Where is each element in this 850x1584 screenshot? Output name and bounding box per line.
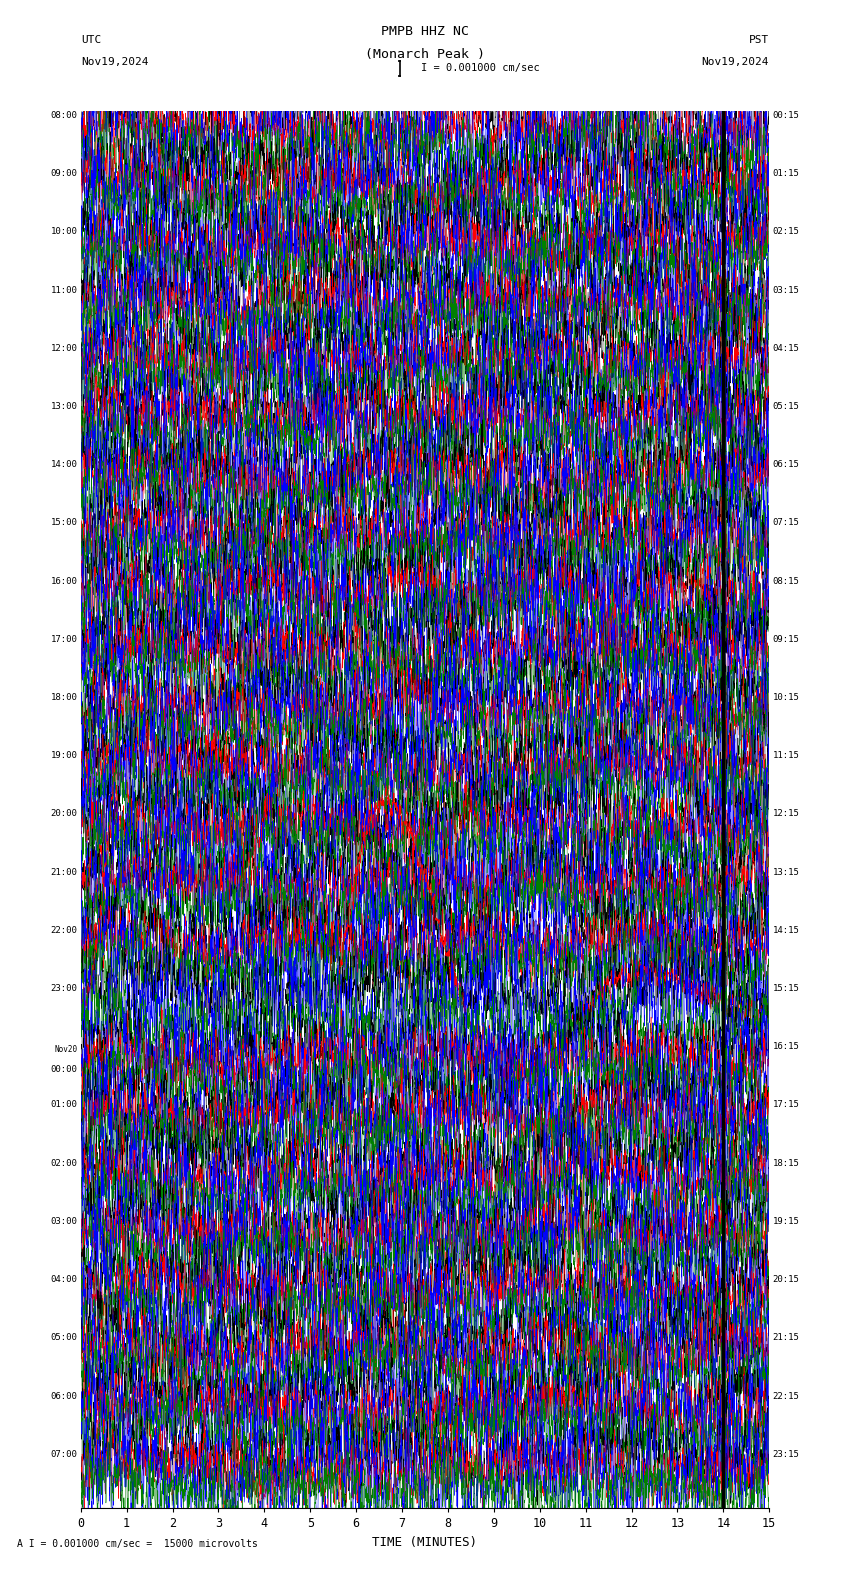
Text: 19:00: 19:00 [50, 751, 77, 760]
Text: 12:00: 12:00 [50, 344, 77, 353]
Text: 15:15: 15:15 [773, 984, 800, 993]
Text: 08:00: 08:00 [50, 111, 77, 120]
Text: 22:00: 22:00 [50, 925, 77, 935]
Text: 06:00: 06:00 [50, 1391, 77, 1400]
Text: Nov20: Nov20 [54, 1045, 77, 1053]
Text: 00:15: 00:15 [773, 111, 800, 120]
Text: 14:15: 14:15 [773, 925, 800, 935]
Text: 18:15: 18:15 [773, 1159, 800, 1167]
Text: 14:00: 14:00 [50, 459, 77, 469]
Text: 08:15: 08:15 [773, 577, 800, 586]
Text: 21:00: 21:00 [50, 868, 77, 876]
Text: 20:00: 20:00 [50, 809, 77, 819]
Text: 05:15: 05:15 [773, 402, 800, 410]
Text: Nov19,2024: Nov19,2024 [702, 57, 769, 67]
Text: 02:15: 02:15 [773, 227, 800, 236]
Text: 15:00: 15:00 [50, 518, 77, 527]
Text: PMPB HHZ NC: PMPB HHZ NC [381, 25, 469, 38]
Text: 02:00: 02:00 [50, 1159, 77, 1167]
Text: 11:00: 11:00 [50, 285, 77, 295]
Text: 09:15: 09:15 [773, 635, 800, 643]
Text: 05:00: 05:00 [50, 1334, 77, 1342]
Text: 09:00: 09:00 [50, 169, 77, 177]
Text: 16:00: 16:00 [50, 577, 77, 586]
Text: 20:15: 20:15 [773, 1275, 800, 1285]
Text: 04:00: 04:00 [50, 1275, 77, 1285]
Text: 16:15: 16:15 [773, 1042, 800, 1052]
Text: 03:15: 03:15 [773, 285, 800, 295]
Text: 19:15: 19:15 [773, 1217, 800, 1226]
Text: 07:00: 07:00 [50, 1449, 77, 1459]
Text: I = 0.001000 cm/sec: I = 0.001000 cm/sec [421, 63, 540, 73]
Text: 03:00: 03:00 [50, 1217, 77, 1226]
Text: 23:00: 23:00 [50, 984, 77, 993]
X-axis label: TIME (MINUTES): TIME (MINUTES) [372, 1535, 478, 1549]
Text: 18:00: 18:00 [50, 692, 77, 702]
Text: 07:15: 07:15 [773, 518, 800, 527]
Text: 21:15: 21:15 [773, 1334, 800, 1342]
Text: 17:00: 17:00 [50, 635, 77, 643]
Text: 23:15: 23:15 [773, 1449, 800, 1459]
Text: Nov19,2024: Nov19,2024 [81, 57, 148, 67]
Text: 12:15: 12:15 [773, 809, 800, 819]
Text: 17:15: 17:15 [773, 1101, 800, 1109]
Text: 11:15: 11:15 [773, 751, 800, 760]
Text: 04:15: 04:15 [773, 344, 800, 353]
Text: 01:00: 01:00 [50, 1101, 77, 1109]
Text: 10:15: 10:15 [773, 692, 800, 702]
Text: 00:00: 00:00 [50, 1066, 77, 1074]
Text: 06:15: 06:15 [773, 459, 800, 469]
Text: 01:15: 01:15 [773, 169, 800, 177]
Text: PST: PST [749, 35, 769, 44]
Text: A I = 0.001000 cm/sec =  15000 microvolts: A I = 0.001000 cm/sec = 15000 microvolts [17, 1540, 258, 1549]
Text: UTC: UTC [81, 35, 101, 44]
Text: 13:15: 13:15 [773, 868, 800, 876]
Text: 10:00: 10:00 [50, 227, 77, 236]
Text: 22:15: 22:15 [773, 1391, 800, 1400]
Text: (Monarch Peak ): (Monarch Peak ) [365, 48, 485, 60]
Text: 13:00: 13:00 [50, 402, 77, 410]
